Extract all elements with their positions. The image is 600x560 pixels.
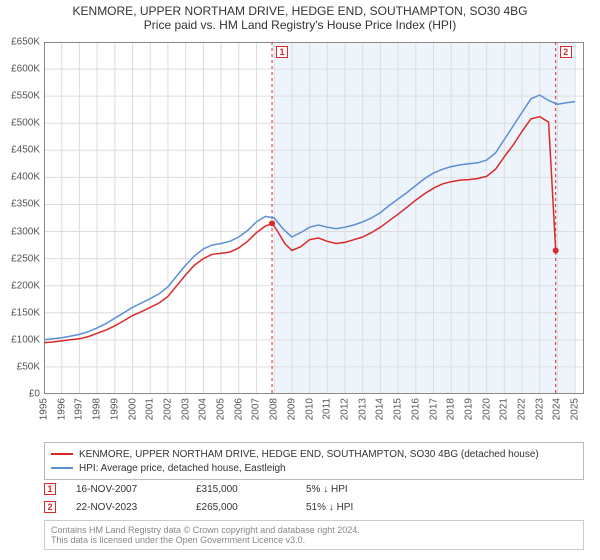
event-date: 16-NOV-2007 <box>76 484 176 495</box>
x-tick-label: 2008 <box>269 398 280 420</box>
chart-svg <box>44 42 584 394</box>
x-axis-labels: 1995199619971998199920002001200220032004… <box>44 396 584 440</box>
event-row: 2 22-NOV-2023 £265,000 51% ↓ HPI <box>44 498 584 516</box>
x-tick-label: 2015 <box>393 398 404 420</box>
legend-row: KENMORE, UPPER NORTHAM DRIVE, HEDGE END,… <box>51 447 577 461</box>
x-tick-label: 2007 <box>251 398 262 420</box>
x-tick-label: 2006 <box>233 398 244 420</box>
y-tick-label: £300K <box>11 226 40 237</box>
y-tick-label: £500K <box>11 118 40 129</box>
y-tick-label: £150K <box>11 307 40 318</box>
y-tick-label: £450K <box>11 145 40 156</box>
y-tick-label: £350K <box>11 199 40 210</box>
x-tick-label: 1996 <box>56 398 67 420</box>
y-tick-label: £650K <box>11 37 40 48</box>
y-tick-label: £550K <box>11 91 40 102</box>
x-tick-label: 2000 <box>127 398 138 420</box>
legend-label: KENMORE, UPPER NORTHAM DRIVE, HEDGE END,… <box>79 449 539 460</box>
event-price: £265,000 <box>196 502 286 513</box>
x-tick-label: 2012 <box>339 398 350 420</box>
x-tick-label: 2023 <box>534 398 545 420</box>
event-marker-1: 1 <box>276 46 288 58</box>
legend-swatch <box>51 453 73 455</box>
x-tick-label: 2009 <box>286 398 297 420</box>
footer-line2: This data is licensed under the Open Gov… <box>51 535 577 545</box>
chart-container: KENMORE, UPPER NORTHAM DRIVE, HEDGE END,… <box>0 0 600 560</box>
x-tick-label: 2025 <box>570 398 581 420</box>
event-date: 22-NOV-2023 <box>76 502 176 513</box>
legend-label: HPI: Average price, detached house, East… <box>79 463 286 474</box>
event-marker-badge: 1 <box>44 483 56 495</box>
event-marker-2: 2 <box>560 46 572 58</box>
x-tick-label: 2024 <box>552 398 563 420</box>
x-tick-label: 1995 <box>39 398 50 420</box>
x-tick-label: 2011 <box>322 398 333 420</box>
y-tick-label: £600K <box>11 64 40 75</box>
y-axis-labels: £0£50K£100K£150K£200K£250K£300K£350K£400… <box>0 42 42 394</box>
x-tick-label: 2001 <box>145 398 156 420</box>
y-tick-label: £250K <box>11 253 40 264</box>
footer-box: Contains HM Land Registry data © Crown c… <box>44 520 584 550</box>
x-tick-label: 2003 <box>180 398 191 420</box>
x-tick-label: 2021 <box>499 398 510 420</box>
event-diff: 5% ↓ HPI <box>306 484 386 495</box>
x-tick-label: 1998 <box>92 398 103 420</box>
x-tick-label: 2016 <box>410 398 421 420</box>
x-tick-label: 2017 <box>428 398 439 420</box>
event-row: 1 16-NOV-2007 £315,000 5% ↓ HPI <box>44 480 584 498</box>
x-tick-label: 2019 <box>463 398 474 420</box>
x-tick-label: 2010 <box>304 398 315 420</box>
x-tick-label: 2020 <box>481 398 492 420</box>
x-tick-label: 2013 <box>357 398 368 420</box>
x-tick-label: 1999 <box>109 398 120 420</box>
events-box: 1 16-NOV-2007 £315,000 5% ↓ HPI 2 22-NOV-2023… <box>44 480 584 516</box>
x-tick-label: 1997 <box>74 398 85 420</box>
x-tick-label: 2022 <box>517 398 528 420</box>
x-tick-label: 2004 <box>198 398 209 420</box>
y-tick-label: £400K <box>11 172 40 183</box>
title-line1: KENMORE, UPPER NORTHAM DRIVE, HEDGE END,… <box>8 4 592 18</box>
legend-swatch <box>51 467 73 469</box>
y-tick-label: £200K <box>11 280 40 291</box>
legend-box: KENMORE, UPPER NORTHAM DRIVE, HEDGE END,… <box>44 442 584 480</box>
x-tick-label: 2002 <box>162 398 173 420</box>
y-tick-label: £100K <box>11 334 40 345</box>
event-price: £315,000 <box>196 484 286 495</box>
y-tick-label: £50K <box>17 361 40 372</box>
title-block: KENMORE, UPPER NORTHAM DRIVE, HEDGE END,… <box>0 0 600 34</box>
x-tick-label: 2018 <box>446 398 457 420</box>
event-diff: 51% ↓ HPI <box>306 502 386 513</box>
title-line2: Price paid vs. HM Land Registry's House … <box>8 18 592 32</box>
chart-plot-area: 12 <box>44 42 584 394</box>
event-marker-badge: 2 <box>44 501 56 513</box>
footer-line1: Contains HM Land Registry data © Crown c… <box>51 525 577 535</box>
legend-row: HPI: Average price, detached house, East… <box>51 461 577 475</box>
x-tick-label: 2014 <box>375 398 386 420</box>
x-tick-label: 2005 <box>216 398 227 420</box>
